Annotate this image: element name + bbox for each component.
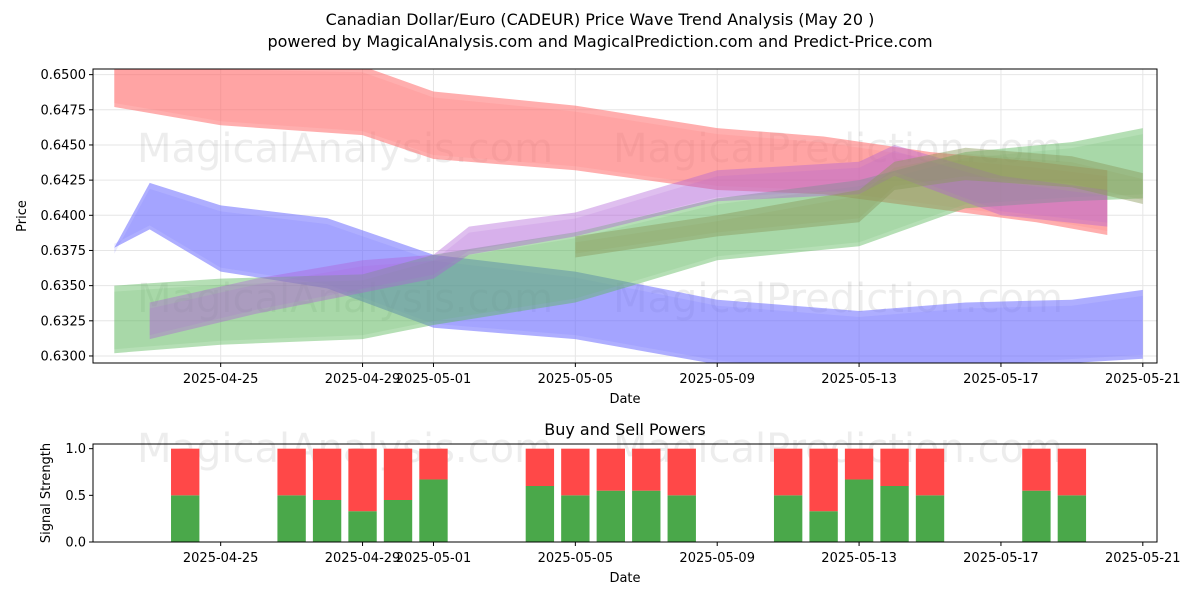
sell-bar [844, 448, 874, 480]
signal-y-tick-label: 0.5 [65, 489, 86, 504]
buy-bar [880, 486, 909, 542]
sell-bar [1057, 448, 1087, 496]
signal-y-tick-label: 1.0 [65, 442, 86, 457]
sell-bar [277, 448, 306, 496]
price-x-tick-label: 2025-05-21 [1105, 372, 1181, 387]
price-x-tick-label: 2025-04-29 [325, 372, 401, 387]
sell-bar [632, 448, 661, 491]
signal-x-axis-label: Date [609, 571, 640, 586]
sell-bar [809, 448, 838, 512]
price-y-tick-label: 0.6500 [41, 68, 87, 83]
buy-bar [667, 495, 696, 542]
buy-bar [632, 490, 661, 542]
signal-x-tick-label: 2025-05-09 [679, 551, 755, 566]
price-y-tick-label: 0.6300 [41, 349, 87, 364]
buy-bar [348, 511, 377, 542]
sell-bar [312, 448, 342, 500]
wave-band-red-wave-upper [114, 69, 1108, 235]
buy-bar [383, 500, 413, 542]
price-x-tick-label: 2025-05-01 [396, 372, 472, 387]
buy-bar [596, 490, 625, 542]
buy-bar [773, 495, 803, 542]
wave-band-echo-olive-wave-late [575, 153, 1143, 254]
sell-bar [561, 448, 590, 496]
signal-panel-title: Buy and Sell Powers [544, 420, 706, 439]
figure-title: Canadian Dollar/Euro (CADEUR) Price Wave… [326, 10, 875, 29]
price-plot-frame [92, 68, 1158, 364]
price-x-axis-label: Date [609, 392, 640, 407]
wave-band-echo-blue-wave-down [114, 188, 1143, 363]
buy-bar [844, 479, 874, 542]
buy-bar [277, 495, 306, 542]
price-y-tick-label: 0.6325 [41, 314, 87, 329]
price-y-tick-label: 0.6475 [41, 103, 87, 118]
signal-x-tick-label: 2025-05-17 [963, 551, 1039, 566]
sell-bar [383, 448, 413, 500]
buy-bar [525, 486, 555, 542]
watermark-left: MagicalAnalysis.com [137, 426, 553, 472]
figure-subtitle: powered by MagicalAnalysis.com and Magic… [267, 32, 932, 51]
signal-x-tick-label: 2025-05-05 [538, 551, 614, 566]
sell-bar [596, 448, 625, 491]
signal-x-tick-label: 2025-05-01 [396, 551, 472, 566]
signal-plot-frame [92, 443, 1158, 543]
price-panel: MagicalAnalysis.comMagicalPrediction.com… [15, 68, 1181, 407]
signal-y-tick-label: 0.0 [65, 536, 86, 551]
price-y-tick-label: 0.6350 [41, 279, 87, 294]
sell-bar [667, 448, 696, 496]
sell-bar [348, 448, 377, 512]
buy-bar [171, 495, 200, 542]
buy-bar [419, 479, 448, 542]
price-y-tick-label: 0.6400 [41, 209, 87, 224]
wave-band-blue-wave-down [114, 182, 1143, 363]
signal-y-axis-label: Signal Strength [39, 443, 54, 543]
sell-bar [525, 448, 555, 486]
wave-band-echo-green-wave-up [114, 134, 1143, 350]
sell-bar [171, 448, 200, 496]
price-x-tick-label: 2025-05-09 [679, 372, 755, 387]
price-x-tick-label: 2025-05-17 [963, 372, 1039, 387]
price-y-tick-label: 0.6450 [41, 138, 87, 153]
price-y-tick-label: 0.6375 [41, 244, 87, 259]
buy-bar [561, 495, 590, 542]
wave-band-green-wave-up [114, 128, 1143, 354]
signal-x-tick-label: 2025-05-21 [1105, 551, 1181, 566]
price-x-tick-label: 2025-05-05 [538, 372, 614, 387]
sell-bar [915, 448, 945, 496]
sell-bar [1022, 448, 1051, 491]
buy-bar [312, 500, 342, 542]
sell-bar [880, 448, 909, 486]
buy-bar [1057, 495, 1087, 542]
price-y-axis-label: Price [15, 200, 30, 232]
sell-bar [773, 448, 803, 496]
price-y-tick-label: 0.6425 [41, 174, 87, 189]
price-x-tick-label: 2025-05-13 [821, 372, 897, 387]
wave-band-echo-red-wave-upper [114, 69, 1108, 232]
signal-x-tick-label: 2025-04-25 [183, 551, 259, 566]
sell-bar [419, 448, 448, 480]
price-x-tick-label: 2025-04-25 [183, 372, 259, 387]
buy-bar [1022, 490, 1051, 542]
wave-band-olive-wave-late [575, 147, 1143, 258]
buy-bar [915, 495, 945, 542]
buy-bar [809, 511, 838, 542]
wave-bands [114, 69, 1143, 363]
signal-x-tick-label: 2025-05-13 [821, 551, 897, 566]
signal-x-tick-label: 2025-04-29 [325, 551, 401, 566]
